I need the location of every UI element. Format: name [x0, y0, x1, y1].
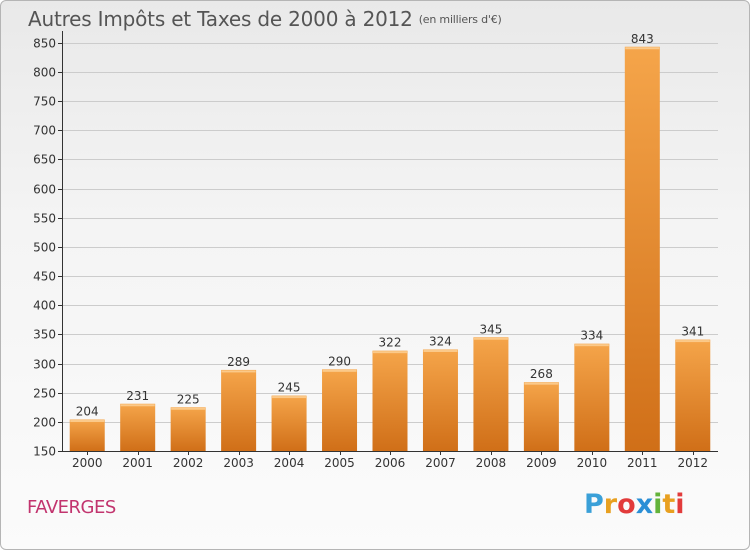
axes: 150 200 250 300 350 400 450 500 550 600 650 700 750 8… — [33, 31, 718, 470]
bar — [574, 343, 610, 451]
bar — [523, 382, 559, 451]
value-label: 290 — [328, 354, 351, 368]
logo-letter: t — [662, 489, 676, 520]
logo-letter: i — [653, 489, 663, 520]
value-label: 225 — [177, 392, 200, 406]
title-text: Autres Impôts et Taxes de 2000 à 2012 — [28, 7, 413, 31]
bar-highlight — [171, 407, 206, 410]
value-label: 245 — [278, 381, 301, 395]
bar-highlight — [272, 396, 307, 399]
y-tick-label: 650 — [33, 153, 56, 167]
y-tick-label: 850 — [33, 37, 56, 51]
x-tick-label: 2002 — [173, 456, 204, 470]
x-tick-label: 2006 — [375, 456, 406, 470]
logo-letter: r — [603, 489, 618, 520]
bars — [69, 46, 711, 451]
bar — [120, 403, 156, 451]
bar-highlight — [625, 47, 660, 50]
y-tick-label: 400 — [33, 299, 56, 313]
x-tick-label: 2000 — [72, 456, 103, 470]
value-label: 334 — [580, 329, 603, 343]
bar-highlight — [473, 337, 508, 340]
y-tick-label: 700 — [33, 124, 56, 138]
value-label: 324 — [429, 335, 452, 349]
value-label: 843 — [631, 32, 654, 46]
x-tick-label: 2008 — [476, 456, 507, 470]
value-label: 289 — [227, 355, 250, 369]
bar-highlight — [524, 382, 559, 385]
bar-highlight — [221, 370, 256, 373]
bar — [170, 407, 206, 451]
bar-highlight — [675, 340, 710, 343]
bar-highlight — [70, 420, 105, 422]
bar-highlight — [322, 369, 357, 372]
value-label: 268 — [530, 367, 553, 381]
logo-letter: x — [635, 489, 654, 520]
x-tick-label: 2005 — [324, 456, 355, 470]
y-tick-label: 200 — [33, 416, 56, 430]
logo-letter: o — [617, 489, 636, 520]
y-tick-label: 600 — [33, 183, 56, 197]
bar — [422, 349, 458, 451]
y-tick-label: 250 — [33, 387, 56, 401]
x-tick-label: 2010 — [577, 456, 608, 470]
bar — [473, 337, 509, 451]
value-label: 345 — [479, 322, 502, 336]
y-tick-label: 450 — [33, 270, 56, 284]
value-label: 322 — [379, 336, 402, 350]
y-tick-label: 800 — [33, 66, 56, 80]
x-tick-label: 2009 — [526, 456, 557, 470]
x-tick-label: 2003 — [223, 456, 254, 470]
bar-highlight — [574, 344, 609, 347]
bar — [624, 46, 660, 451]
x-tick-label: 2012 — [677, 456, 708, 470]
y-tick-label: 500 — [33, 241, 56, 255]
y-tick-label: 750 — [33, 95, 56, 109]
bar — [271, 395, 307, 451]
bar — [69, 419, 105, 451]
logo-letter: i — [675, 489, 685, 520]
x-tick-label: 2004 — [274, 456, 305, 470]
value-label: 341 — [681, 325, 704, 339]
chart-subtitle: (en milliers d'€) — [418, 13, 502, 26]
bar-highlight — [373, 351, 407, 354]
bar — [372, 350, 408, 451]
city-name: FAVERGES — [27, 497, 116, 518]
data-labels: 204 231 225 289 245 290 322 324 345 268 334 843 341 — [76, 32, 704, 419]
logo-letter: P — [584, 489, 604, 520]
bar — [322, 369, 358, 451]
bar-highlight — [423, 350, 458, 352]
bar — [221, 369, 257, 451]
y-tick-label: 550 — [33, 212, 56, 226]
proxiti-logo: Proxiti — [584, 489, 685, 520]
x-tick-label: 2001 — [122, 456, 153, 470]
bar — [675, 339, 711, 451]
value-label: 204 — [76, 405, 99, 419]
y-tick-label: 350 — [33, 328, 56, 342]
value-label: 231 — [126, 389, 149, 403]
y-tick-label: 150 — [33, 445, 56, 459]
bar-highlight — [120, 404, 155, 407]
x-tick-label: 2007 — [425, 456, 456, 470]
chart-title: Autres Impôts et Taxes de 2000 à 2012 (en… — [28, 7, 502, 31]
x-tick-label: 2011 — [627, 456, 658, 470]
y-tick-label: 300 — [33, 358, 56, 372]
